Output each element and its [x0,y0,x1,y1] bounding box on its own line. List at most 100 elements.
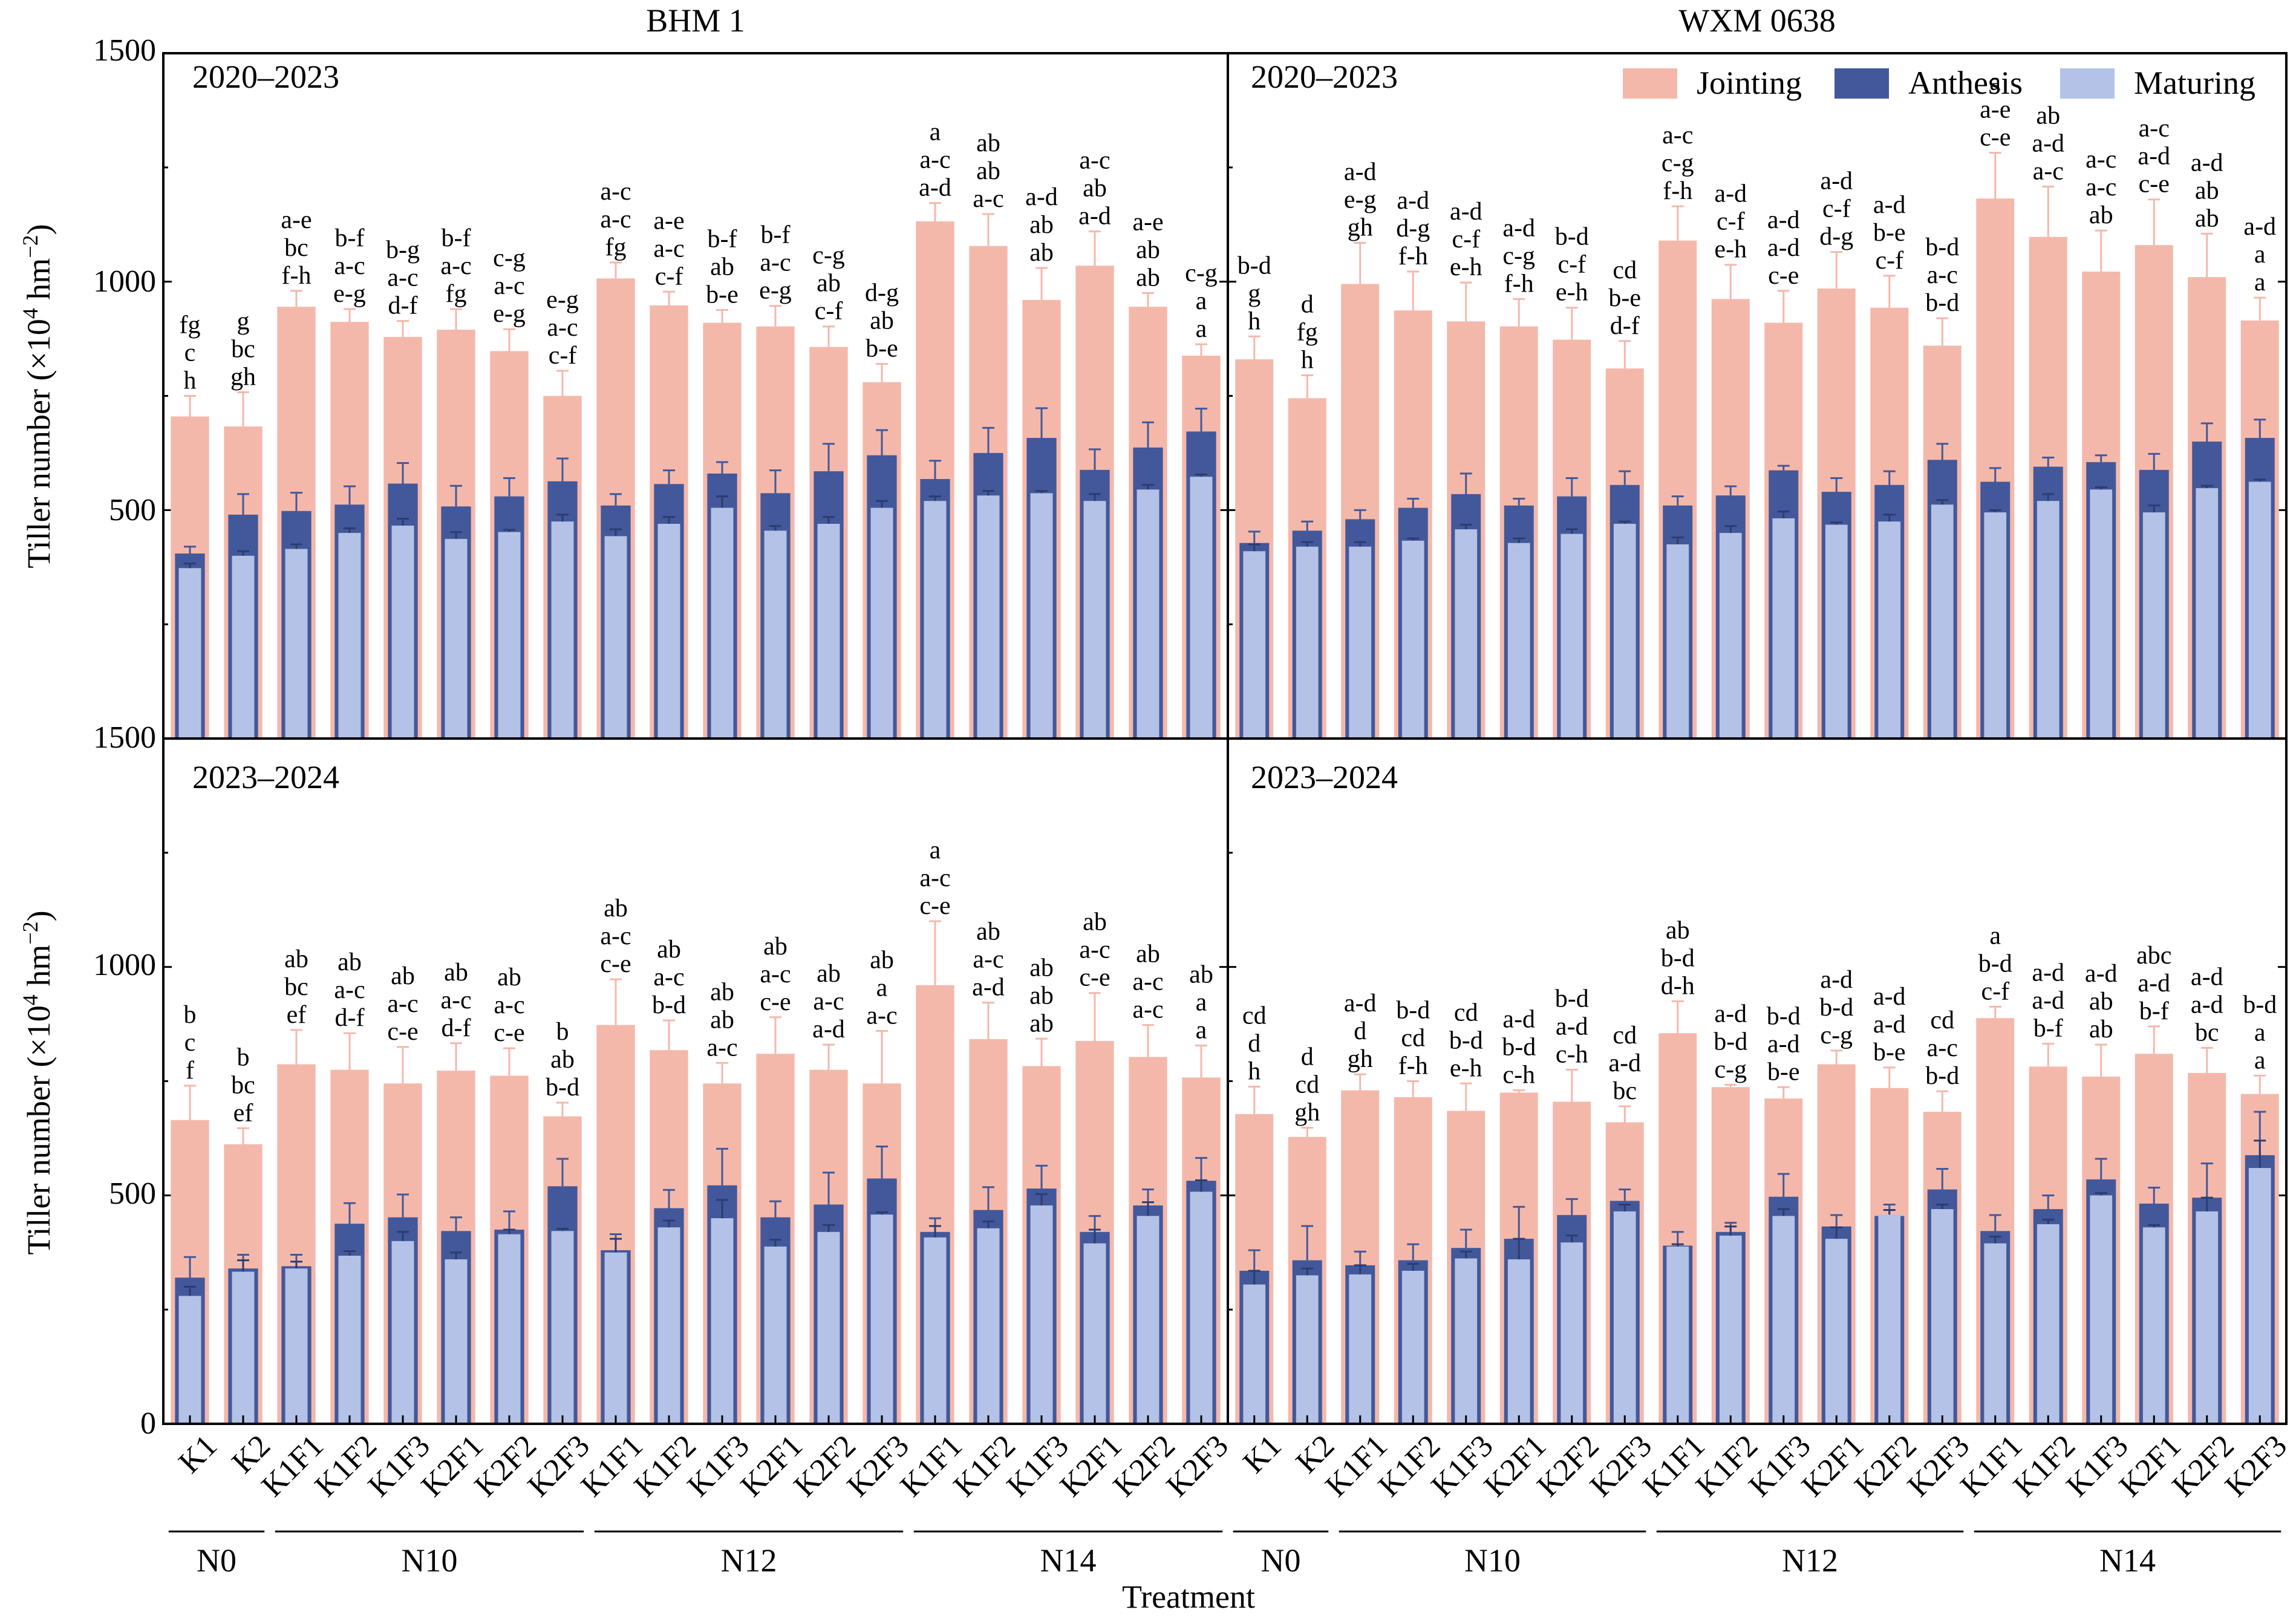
significance-letter: b-e [866,335,898,363]
significance-letter: abc [2136,942,2171,970]
xtick-label: K1F2 [2007,1429,2082,1504]
bar-maturing [2090,1195,2113,1424]
panel-frames [162,52,2288,1425]
bar-maturing [551,521,574,739]
significance-letter: ab [2036,102,2060,130]
significance-letter: ab [1136,264,1160,292]
significance-letter: ab [1083,908,1107,936]
group-label: N14 [2099,1542,2156,1579]
significance-letter: h [1248,1058,1261,1086]
bar-maturing [2090,489,2113,739]
significance-letter: ab [338,948,362,976]
significance-letter: d [1301,1043,1314,1071]
significance-letter: ab [710,253,734,281]
significance-letter: a-d [2032,987,2064,1015]
significance-letter: a-c [973,185,1003,213]
significance-letter: ef [233,1099,253,1127]
xtick-label: K1F1 [575,1429,650,1504]
significance-letter: ab [2089,201,2113,229]
bar-maturing [1507,1259,1530,1424]
significance-letter: ab [710,1006,734,1034]
significance-letter: a-d [1502,1006,1535,1034]
significance-letter: a-d [1397,187,1429,215]
significance-letter: e-g [759,277,792,305]
x-axis-label: Treatment [1122,1579,1255,1615]
significance-letter: a-d [1344,158,1377,186]
legend-swatch-jointing [1623,68,1677,99]
bar-maturing [870,507,893,739]
significance-letter: a-d [1078,203,1111,230]
significance-letter: ab [710,978,734,1006]
significance-letter: a-d [1344,990,1377,1017]
significance-letter: ab [2195,177,2219,204]
bar-maturing [1030,493,1053,739]
significance-letter: ab [976,157,1000,185]
significance-letter: e-g [493,300,526,328]
significance-letter: b-d [546,1074,579,1101]
significance-letter: b-d [1449,1026,1483,1054]
significance-letter: ab [604,895,628,922]
significance-letter: c-f [655,263,683,290]
bar-maturing [445,538,468,739]
significance-letter: a [2254,269,2266,296]
xtick-label: K1F1 [894,1429,969,1504]
significance-letter: a-c [973,946,1003,974]
bar-maturing [1878,1215,1901,1424]
bar-maturing [817,523,840,739]
significance-letter: a-d [2138,970,2170,997]
bar-maturing [1507,543,1530,739]
significance-letter: a-e [1132,209,1163,236]
significance-letter: a-d [1767,234,1800,262]
significance-letter: h [184,367,197,395]
significance-letter: a-c [1927,261,1958,289]
significance-letter: f-h [1398,243,1428,270]
significance-letter: cd [1454,999,1478,1026]
bar-maturing [2248,481,2271,739]
significance-letter: e-h [1450,253,1482,281]
significance-letter: c-f [1822,195,1851,223]
significance-letter: a [876,974,888,1002]
group-label: N0 [197,1542,236,1579]
bar-maturing [1083,501,1106,739]
bars-layer: fgchgbcgha-ebcf-hb-fa-ce-gb-ga-cd-fb-fa-… [163,52,2286,1425]
significance-letter: d-f [335,1004,365,1032]
significance-letter: bc [2195,1019,2219,1046]
significance-letter: a-d [1556,1013,1588,1041]
bar-maturing [604,536,627,739]
significance-letter: b-d [1925,1062,1959,1090]
bar-maturing [1613,1211,1636,1424]
bar-maturing [1666,544,1689,739]
significance-letter: c-e [387,1018,418,1046]
bar-maturing [178,1296,201,1424]
significance-letter: b-d [2243,991,2277,1019]
bar-maturing [870,1215,893,1424]
bar-maturing [285,549,308,739]
legend-label-jointing: Jointing [1697,65,1802,101]
significance-letter: ab [1666,916,1690,944]
significance-letter: gh [230,363,256,391]
bar-maturing [2037,1224,2060,1424]
y-axis-label-bottom: Tiller number (×104 hm−2) [18,910,57,1254]
legend-swatch-anthesis [1835,68,1889,99]
bar-maturing [1931,1208,1954,1424]
significance-letter: a [1196,989,1207,1017]
significance-letter: e-h [1556,279,1588,307]
significance-letter: f-h [282,262,311,290]
y-axis-label-top: Tiller number (×104 hm−2) [18,224,57,568]
significance-letter: a-c [653,964,684,991]
panel-bars: bcf bbcefabbcefaba-cd-faba-cc-eaba-cd-fab… [163,737,1228,1425]
column-title-right: WXM 0638 [1678,2,1835,39]
significance-letter: ab [1029,211,1054,239]
significance-letter: a-d [2085,960,2118,988]
significance-letter: b-e [1608,284,1641,312]
bar-maturing [1772,518,1795,739]
significance-letter: a-c [2086,146,2116,174]
bar-maturing [551,1231,574,1424]
significance-letter: a-c [760,249,791,277]
significance-letter: a-c [653,235,684,263]
group-label: N12 [1782,1542,1838,1579]
legend-label-maturing: Maturing [2134,65,2255,101]
significance-letter: b-d [1925,233,1959,261]
bar-maturing [391,526,414,739]
